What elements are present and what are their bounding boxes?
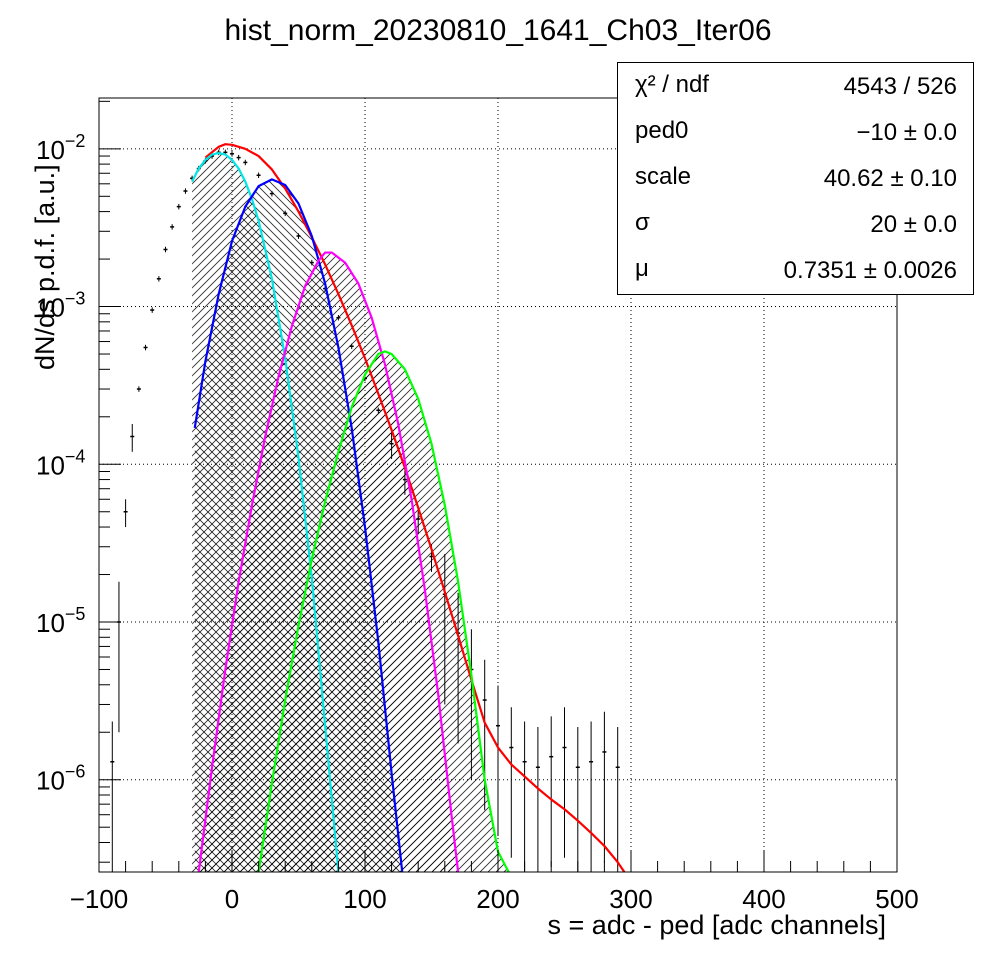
x-tick-label: 100 <box>343 884 386 914</box>
stats-key: scale <box>635 163 692 190</box>
x-tick-label: 500 <box>875 884 918 914</box>
stats-value: 40.62 ± 0.10 <box>823 165 957 192</box>
fit-curve <box>257 350 510 872</box>
x-tick-label: −100 <box>70 884 129 914</box>
chart-title: hist_norm_20230810_1641_Ch03_Iter06 <box>224 14 772 47</box>
fit-curve <box>197 251 460 872</box>
component-fill <box>258 351 509 872</box>
stats-value: 20 ± 0.0 <box>870 211 957 238</box>
x-tick-label: 0 <box>225 884 239 914</box>
y-tick-label: 10−6 <box>36 762 85 796</box>
stats-value: 4543 / 526 <box>843 73 957 100</box>
fit-curve <box>193 178 404 872</box>
fit-curves <box>191 143 626 872</box>
histogram <box>110 149 620 872</box>
x-tick-label: 300 <box>609 884 652 914</box>
y-tick-label: 10−4 <box>36 446 85 480</box>
stats-row-scale: scale 40.62 ± 0.10 <box>618 155 973 201</box>
y-axis-label: dN/ds p.d.f. [a.u.] <box>30 164 60 370</box>
stats-row-chi2: χ² / ndf 4543 / 526 <box>618 63 973 109</box>
y-tick-label: 10−5 <box>36 604 85 638</box>
y-tick-label: 10−3 <box>36 289 85 323</box>
fit-curve <box>204 143 626 872</box>
stats-key: ped0 <box>635 117 689 144</box>
component-fills <box>192 153 509 872</box>
y-tick-label: 10−2 <box>36 131 85 165</box>
stats-key: χ² / ndf <box>635 71 709 98</box>
axes: −100 0 100 200 300 400 500 10−2 10−3 10−4 10−5 10−6 <box>36 100 919 914</box>
stats-key: μ <box>635 255 649 282</box>
stats-row-mu: μ 0.7351 ± 0.0026 <box>618 247 973 293</box>
x-axis-label: s = adc - ped [adc channels] <box>547 910 886 940</box>
x-tick-label: 200 <box>476 884 519 914</box>
stats-value: −10 ± 0.0 <box>856 119 957 146</box>
stats-row-sigma: σ 20 ± 0.0 <box>618 201 973 247</box>
stats-row-ped0: ped0 −10 ± 0.0 <box>618 109 973 155</box>
stats-key: σ <box>635 209 650 236</box>
fit-curve <box>191 151 340 872</box>
stats-box: χ² / ndf 4543 / 526 ped0 −10 ± 0.0 scale… <box>617 62 974 295</box>
component-hatch <box>258 351 509 872</box>
stats-value: 0.7351 ± 0.0026 <box>783 257 957 284</box>
x-tick-label: 400 <box>742 884 785 914</box>
